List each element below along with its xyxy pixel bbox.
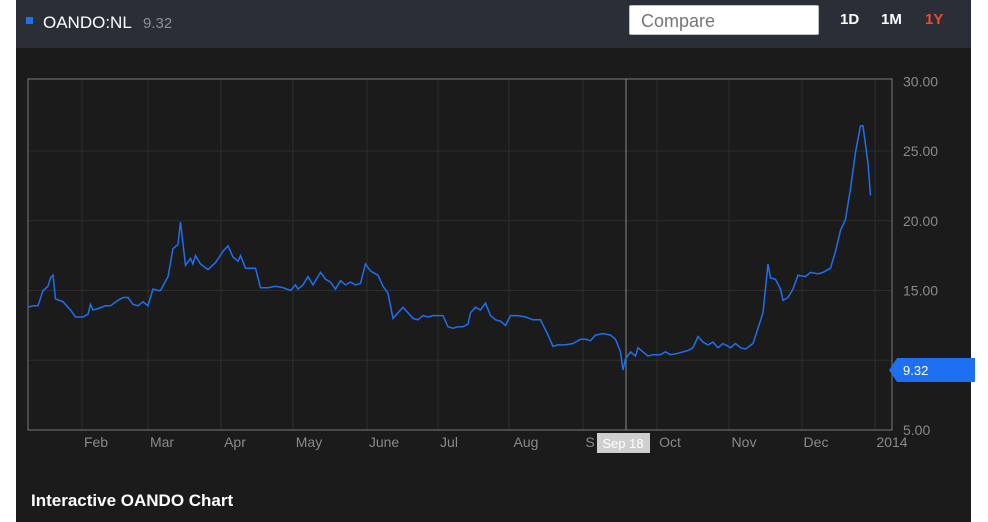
x-tick-label: Aug [514,434,539,450]
compare-input[interactable] [629,5,819,35]
page-edge [975,0,988,522]
y-tick-label: 20.00 [903,213,938,229]
x-tick-label: Feb [84,434,108,450]
chart-footer-title: Interactive OANDO Chart [31,491,234,510]
series-line [27,125,872,371]
y-tick-label: 5.00 [903,422,930,438]
y-axis: 5.00 15.00 20.00 25.00 30.00 [903,73,938,438]
x-tick-label: S [585,434,594,450]
crosshair-date-label: Sep 18 [602,436,643,451]
series-color-swatch [26,17,33,24]
y-tick-label: 15.00 [903,283,938,299]
x-tick-label: Dec [804,434,829,450]
x-axis: Feb Mar Apr May June Jul Aug S Oct Nov Dec 2014 [84,434,908,450]
x-tick-label: 2014 [876,434,907,450]
current-value-marker [889,358,977,382]
ticker-symbol: OANDO:NL [43,13,132,32]
current-value-label: 9.32 [903,363,928,378]
y-tick-label: 25.00 [903,143,938,159]
y-tick-label: 30.00 [903,73,938,89]
x-tick-label: Oct [659,434,681,450]
plot-border [27,78,893,431]
range-1m-button[interactable]: 1M [881,11,902,28]
grid [28,79,892,430]
range-1y-button[interactable]: 1Y [925,11,944,28]
x-tick-label: Apr [224,434,246,450]
chart-frame [16,0,971,522]
ticker-price: 9.32 [143,15,173,32]
x-tick-label: June [369,434,400,450]
x-tick-label: Mar [150,434,174,450]
x-tick-label: Jul [440,434,458,450]
range-1d-button[interactable]: 1D [840,11,860,28]
x-tick-label: May [296,434,322,450]
crosshair-date-box [597,433,650,453]
x-tick-label: Nov [732,434,757,450]
